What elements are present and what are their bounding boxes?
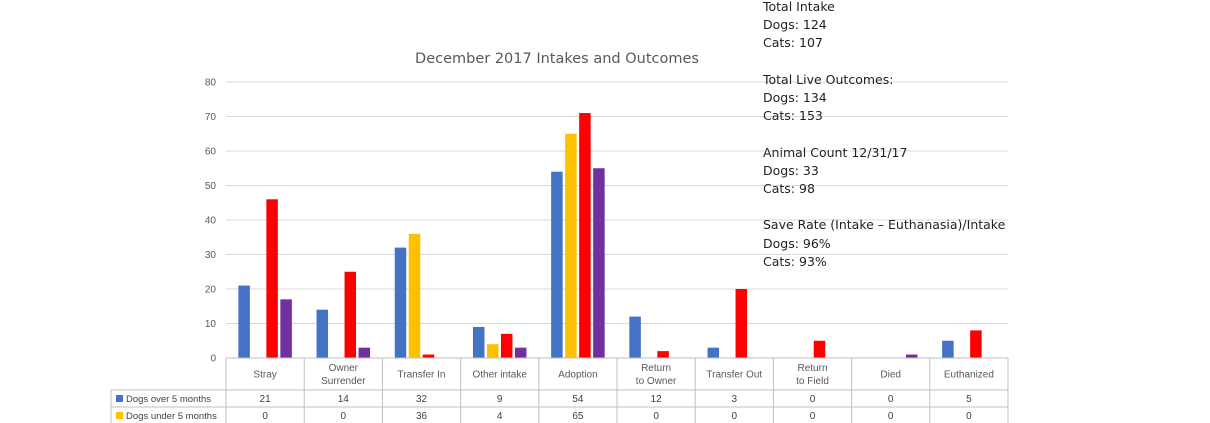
legend-swatch [116, 412, 123, 419]
table-cell: 0 [888, 411, 894, 422]
bar [657, 351, 669, 358]
table-cell: 0 [810, 411, 816, 422]
bar [280, 299, 292, 358]
category-label: Transfer In [398, 370, 446, 381]
table-cell: 9 [497, 394, 503, 405]
note-line: Cats: 107 [763, 35, 823, 51]
table-cell: 5 [966, 394, 972, 405]
bar [422, 354, 435, 358]
category-label: Return to Field [796, 363, 829, 387]
bar [514, 347, 527, 358]
bar [813, 340, 826, 358]
table-cell: 0 [341, 411, 347, 422]
bar [316, 309, 329, 358]
legend-label: Dogs under 5 months [126, 411, 217, 422]
summary-notes: Total Intake Dogs: 124 Cats: 107 Total Live… [763, 0, 1023, 289]
bar [565, 133, 577, 358]
note-block: Save Rate (Intake – Euthanasia)/Intake Do… [763, 216, 1023, 271]
table-cell: 36 [416, 411, 428, 422]
note-line: Total Intake [763, 0, 835, 14]
note-line: Save Rate (Intake – Euthanasia)/Intake [763, 217, 1006, 233]
chart-title: December 2017 Intakes and Outcomes [415, 51, 699, 67]
bar [266, 199, 278, 358]
note-line: Cats: 93% [763, 253, 827, 269]
y-tick-label: 20 [205, 285, 217, 296]
category-label: Stray [253, 370, 276, 381]
bar [472, 326, 485, 358]
y-tick-label: 60 [205, 147, 217, 158]
legend-swatch [116, 395, 123, 402]
table-cell: 0 [888, 394, 894, 405]
note-line: Dogs: 124 [763, 17, 827, 33]
table-cell: 65 [572, 411, 584, 422]
note-line: Cats: 153 [763, 108, 823, 124]
note-block: Total Live Outcomes: Dogs: 134 Cats: 153 [763, 71, 1023, 126]
bar [970, 330, 982, 358]
category-label: Died [880, 370, 901, 381]
bar [905, 354, 918, 358]
note-line: Animal Count 12/31/17 [763, 144, 908, 160]
bar [707, 347, 720, 358]
table-cell: 0 [732, 411, 738, 422]
legend-label: Dogs over 5 months [126, 394, 211, 405]
table-cell: 32 [416, 394, 428, 405]
category-label: Adoption [558, 370, 597, 381]
note-block: Animal Count 12/31/17 Dogs: 33 Cats: 98 [763, 144, 1023, 199]
bar [735, 289, 748, 358]
y-tick-label: 70 [205, 112, 217, 123]
category-label: Owner Surrender [321, 363, 366, 387]
table-cell: 14 [338, 394, 350, 405]
bar [942, 340, 954, 358]
note-block: Total Intake Dogs: 124 Cats: 107 [763, 0, 1023, 53]
y-tick-label: 10 [205, 319, 217, 330]
bar [358, 347, 371, 358]
note-line: Dogs: 96% [763, 235, 831, 251]
note-line: Total Live Outcomes: [763, 71, 894, 87]
y-tick-label: 40 [205, 216, 217, 227]
category-label: Euthanized [944, 370, 994, 381]
table-cell: 0 [966, 411, 972, 422]
category-label: Other intake [472, 370, 527, 381]
bar [408, 233, 421, 358]
table-cell: 12 [651, 394, 663, 405]
y-tick-label: 30 [205, 250, 217, 261]
table-cell: 3 [732, 394, 738, 405]
table-cell: 0 [262, 411, 268, 422]
bar [579, 113, 591, 358]
table-cell: 4 [497, 411, 503, 422]
category-label: Return to Owner [636, 363, 677, 387]
bar [500, 333, 513, 358]
bar [486, 344, 499, 358]
y-tick-label: 50 [205, 181, 217, 192]
bar [551, 171, 563, 358]
bar [593, 168, 605, 358]
bar [394, 247, 407, 358]
note-line: Dogs: 33 [763, 162, 819, 178]
bar [344, 271, 357, 358]
table-cell: 0 [810, 394, 816, 405]
y-tick-label: 0 [210, 354, 216, 365]
category-label: Transfer Out [706, 370, 762, 381]
table-cell: 21 [260, 394, 272, 405]
y-tick-label: 80 [205, 78, 217, 89]
bar [629, 316, 641, 358]
table-cell: 54 [572, 394, 584, 405]
note-line: Dogs: 134 [763, 90, 827, 105]
note-line: Cats: 98 [763, 181, 815, 196]
table-cell: 0 [653, 411, 659, 422]
bar [238, 285, 250, 358]
